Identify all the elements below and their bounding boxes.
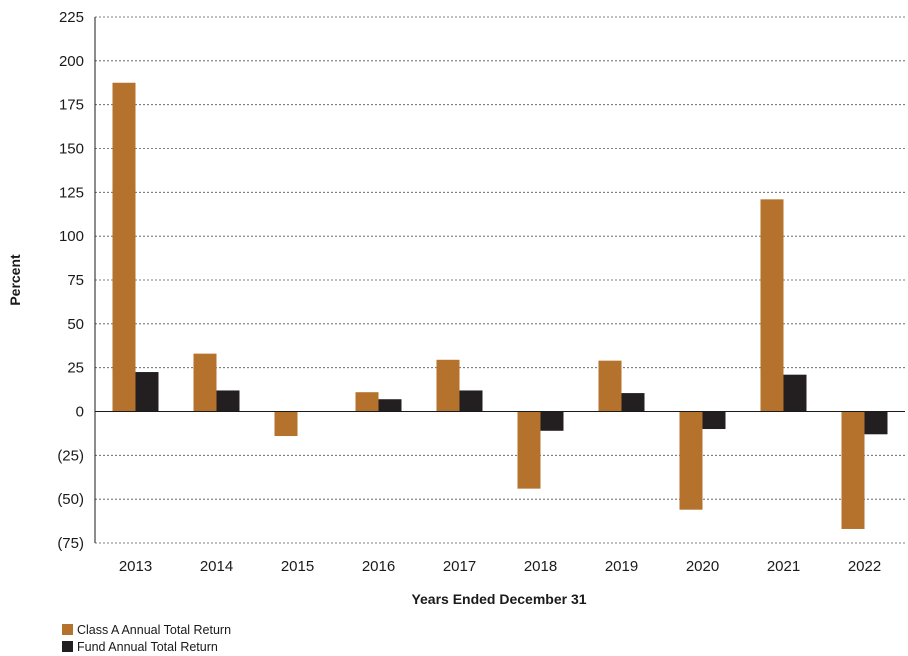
y-tick-label: 0 [76,404,84,421]
bar-class-a-2019 [598,360,622,412]
x-tick-label: 2018 [524,558,557,575]
y-tick-label: 200 [59,53,84,70]
bar-fund-2014 [216,390,240,412]
bar-fund-2013 [135,372,159,412]
y-tick-label: 225 [59,9,84,26]
x-tick-label: 2022 [848,558,881,575]
bar-fund-2021 [783,374,807,412]
y-tick-label: 175 [59,97,84,114]
x-tick-label: 2016 [362,558,395,575]
y-tick-label: 125 [59,184,84,201]
y-tick-label: 150 [59,141,84,158]
bar-class-a-2021 [760,199,784,412]
bar-class-a-2022 [841,411,865,529]
y-tick-label: 50 [67,316,84,333]
x-tick-labels: 2013 2014 2015 2016 2017 2018 2019 2020 2021 2022 [119,558,881,575]
x-tick-label: 2017 [443,558,476,575]
x-tick-label: 2019 [605,558,638,575]
y-tick-label: (50) [57,491,84,508]
y-tick-label: (25) [57,447,84,464]
bar-class-a-2014 [193,353,217,412]
bar-fund-2016 [378,399,402,412]
y-tick-label: (75) [57,535,84,552]
bar-class-a-2015 [274,411,298,437]
bar-class-a-2013 [112,82,136,412]
y-tick-labels: 225 200 175 150 125 100 75 50 25 0 (25) (50) (75) [57,9,84,552]
x-tick-label: 2021 [767,558,800,575]
bar-class-a-2016 [355,392,379,412]
legend-item-class-a: Class A Annual Total Return [62,621,231,638]
legend-label-fund: Fund Annual Total Return [77,639,218,654]
y-tick-label: 75 [67,272,84,289]
x-tick-label: 2013 [119,558,152,575]
bar-chart: 225 200 175 150 125 100 75 50 25 0 (25) (50) (75) 20… [7,9,905,607]
bar-class-a-2020 [679,411,703,510]
legend-label-class-a: Class A Annual Total Return [77,622,232,637]
legend-swatch-class-a [62,624,73,635]
x-tick-label: 2020 [686,558,719,575]
gridlines [95,16,905,544]
bar-fund-2020 [702,411,726,430]
bars [112,82,888,529]
legend: Class A Annual Total Return Fund Annual … [62,621,231,655]
x-tick-label: 2014 [200,558,233,575]
x-tick-label: 2015 [281,558,314,575]
x-axis-title: Years Ended December 31 [411,591,586,607]
y-axis-title: Percent [7,254,23,306]
bar-class-a-2017 [436,359,460,412]
legend-item-fund: Fund Annual Total Return [62,638,231,655]
bar-fund-2018 [540,411,564,431]
bar-fund-2022 [864,411,888,435]
y-tick-label: 25 [67,360,84,377]
bar-fund-2019 [621,393,645,412]
bar-class-a-2018 [517,411,541,489]
y-tick-label: 100 [59,228,84,245]
legend-swatch-fund [62,641,73,652]
bar-fund-2017 [459,390,483,412]
